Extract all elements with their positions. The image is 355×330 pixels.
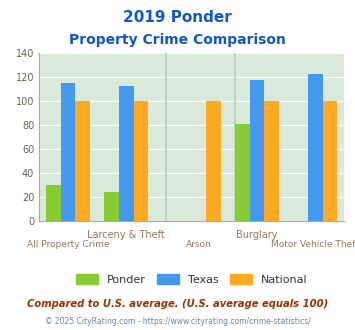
Bar <box>206 101 221 221</box>
Text: Burglary: Burglary <box>236 230 278 240</box>
Text: Larceny & Theft: Larceny & Theft <box>87 230 165 240</box>
Text: Arson: Arson <box>186 240 212 249</box>
Bar <box>133 101 148 221</box>
Bar <box>104 192 119 221</box>
Bar <box>61 83 75 221</box>
Text: 2019 Ponder: 2019 Ponder <box>123 10 232 25</box>
Bar <box>46 185 61 221</box>
Bar <box>308 75 323 221</box>
Text: Property Crime Comparison: Property Crime Comparison <box>69 33 286 47</box>
Bar <box>75 101 90 221</box>
Bar <box>250 81 264 221</box>
Bar <box>264 101 279 221</box>
Bar <box>323 101 337 221</box>
Bar <box>119 86 133 221</box>
Bar <box>235 124 250 221</box>
Text: Compared to U.S. average. (U.S. average equals 100): Compared to U.S. average. (U.S. average … <box>27 299 328 309</box>
Text: Motor Vehicle Theft: Motor Vehicle Theft <box>271 240 355 249</box>
Text: © 2025 CityRating.com - https://www.cityrating.com/crime-statistics/: © 2025 CityRating.com - https://www.city… <box>45 317 310 326</box>
Text: All Property Crime: All Property Crime <box>27 240 109 249</box>
Legend: Ponder, Texas, National: Ponder, Texas, National <box>71 270 312 290</box>
